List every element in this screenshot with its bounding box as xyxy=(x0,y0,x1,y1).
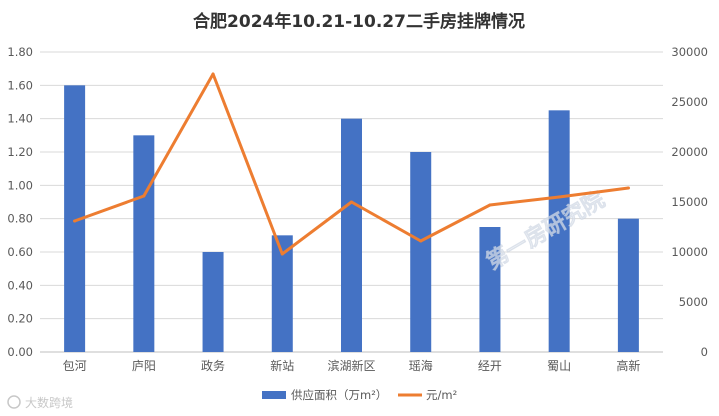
line-point xyxy=(142,194,146,198)
category-label: 包河 xyxy=(63,359,87,373)
left-tick-label: 0.20 xyxy=(7,312,33,326)
right-axis-ticks: 0 5000 10000 15000 20000 25000 30000 xyxy=(671,45,708,359)
corner-watermark: 大数跨境 xyxy=(7,395,73,410)
bar xyxy=(617,218,639,352)
chart-title: 合肥2024年10.21-10.27二手房挂牌情况 xyxy=(193,11,525,32)
corner-logo-icon xyxy=(7,395,21,409)
legend-swatch-bar xyxy=(262,391,286,399)
line-point xyxy=(626,186,630,190)
bar xyxy=(202,252,224,352)
bar xyxy=(64,85,86,352)
bar xyxy=(341,118,362,353)
bar xyxy=(271,235,293,352)
line-point xyxy=(280,252,284,256)
left-tick-label: 1.00 xyxy=(7,178,33,192)
left-tick-label: 0.00 xyxy=(7,345,33,359)
legend: 供应面积（万m²） 元/m² xyxy=(262,388,457,402)
category-label: 庐阳 xyxy=(132,358,156,373)
corner-watermark-text: 大数跨境 xyxy=(25,395,73,410)
right-tick-label: 25000 xyxy=(671,95,708,109)
right-tick-label: 10000 xyxy=(671,245,708,259)
bar xyxy=(410,152,432,352)
line-point xyxy=(73,219,77,223)
left-tick-label: 1.80 xyxy=(7,45,33,59)
line-point xyxy=(488,203,492,207)
left-tick-label: 1.20 xyxy=(7,145,33,159)
bar xyxy=(133,135,155,352)
left-tick-label: 0.60 xyxy=(7,245,33,259)
category-label: 政务 xyxy=(201,358,225,373)
right-tick-label: 5000 xyxy=(679,295,708,309)
right-tick-label: 0 xyxy=(701,345,708,359)
line-point xyxy=(557,195,561,199)
category-label: 瑶海 xyxy=(409,358,433,373)
line-series xyxy=(73,72,630,256)
line-point xyxy=(211,72,215,76)
line-point xyxy=(350,200,353,204)
left-tick-label: 1.40 xyxy=(7,112,33,126)
right-tick-label: 30000 xyxy=(671,45,708,59)
category-label: 经开 xyxy=(478,359,502,373)
legend-label-bar: 供应面积（万m²） xyxy=(291,388,387,402)
category-label: 蜀山 xyxy=(547,359,571,373)
category-label: 新站 xyxy=(270,358,294,373)
legend-label-line: 元/m² xyxy=(426,388,457,402)
category-label: 滨湖新区 xyxy=(327,358,375,373)
right-tick-label: 15000 xyxy=(671,195,708,209)
left-tick-label: 0.80 xyxy=(7,212,33,226)
left-axis-ticks: 0.00 0.20 0.40 0.60 0.80 1.00 1.20 1.40 1.60 1.80 xyxy=(7,45,33,359)
right-tick-label: 20000 xyxy=(671,145,708,159)
bar xyxy=(479,227,501,352)
line-point xyxy=(419,239,423,243)
category-label: 高新 xyxy=(616,358,640,373)
left-tick-label: 1.60 xyxy=(7,78,33,92)
bar xyxy=(548,110,570,352)
category-labels: 包河 庐阳 政务 新站 滨湖新区 瑶海 经开 蜀山 高新 xyxy=(63,358,641,373)
left-tick-label: 0.40 xyxy=(7,278,33,292)
